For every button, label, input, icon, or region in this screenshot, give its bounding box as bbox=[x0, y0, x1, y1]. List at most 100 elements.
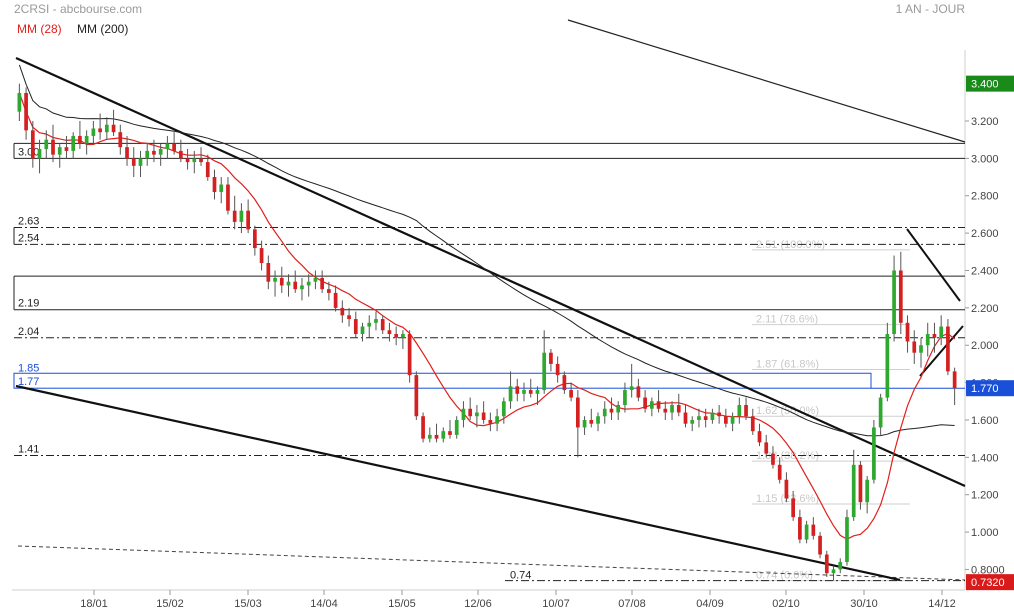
price-badge-label: 1.770 bbox=[971, 383, 999, 395]
candle-body bbox=[246, 210, 250, 230]
candle-body bbox=[535, 390, 540, 394]
candle bbox=[37, 139, 42, 174]
flag-lower-line bbox=[919, 325, 964, 377]
candle-body bbox=[178, 150, 183, 159]
candle-body bbox=[125, 147, 129, 159]
candle-body bbox=[744, 405, 748, 417]
candle bbox=[172, 132, 176, 155]
candle bbox=[670, 401, 674, 420]
y-tick-label: 2.200 bbox=[971, 303, 999, 315]
y-tick-label: 2.400 bbox=[971, 265, 999, 277]
level-label: 2.63 bbox=[18, 216, 39, 228]
candle bbox=[555, 356, 560, 383]
candle-body bbox=[549, 352, 553, 364]
candle-body bbox=[185, 158, 190, 163]
candle-body bbox=[219, 184, 224, 193]
candle bbox=[582, 416, 587, 435]
candle-body bbox=[434, 434, 439, 439]
candle bbox=[226, 177, 230, 215]
candle-body bbox=[64, 147, 69, 151]
candle bbox=[239, 203, 244, 234]
price-badge-label: 3.400 bbox=[971, 79, 999, 91]
candle bbox=[320, 270, 325, 293]
main-downtrend-line bbox=[15, 56, 966, 488]
candle-body bbox=[165, 143, 170, 150]
candle bbox=[798, 509, 802, 544]
fib-label: 0.74 (0.0%) bbox=[756, 570, 813, 582]
candle bbox=[78, 121, 82, 150]
candle-body bbox=[717, 412, 721, 417]
blue-zone: 1.85 1.77 bbox=[13, 362, 965, 389]
candle-body bbox=[427, 434, 432, 439]
candle bbox=[771, 446, 775, 469]
candle-body bbox=[158, 149, 163, 155]
candle-body bbox=[98, 128, 102, 133]
candle-body bbox=[649, 401, 654, 409]
candle bbox=[17, 83, 22, 122]
x-tick-label: 04/09 bbox=[696, 598, 724, 610]
candle-body bbox=[468, 408, 473, 417]
candle bbox=[535, 386, 540, 406]
y-tick-label: 1.200 bbox=[971, 490, 999, 502]
candle-body bbox=[912, 341, 917, 353]
candle-body bbox=[730, 416, 735, 424]
candle bbox=[629, 363, 634, 398]
candle-body bbox=[683, 412, 688, 424]
candle-body bbox=[172, 143, 176, 151]
candle bbox=[569, 382, 573, 402]
candle-body bbox=[582, 419, 587, 428]
candle-body bbox=[454, 419, 459, 435]
candle bbox=[649, 397, 654, 417]
candle-body bbox=[401, 334, 405, 338]
candle bbox=[952, 367, 957, 406]
candle bbox=[919, 337, 923, 368]
candle-body bbox=[259, 248, 264, 264]
fib-label: 1.15 (23.6%) bbox=[756, 493, 819, 505]
candle-body bbox=[878, 397, 883, 428]
candle bbox=[394, 326, 399, 346]
candle-body bbox=[461, 408, 466, 420]
candle bbox=[327, 281, 331, 301]
candle bbox=[461, 401, 466, 428]
candle bbox=[643, 390, 647, 413]
candle bbox=[219, 177, 224, 204]
candle-body bbox=[872, 427, 876, 480]
candle-body bbox=[205, 162, 210, 178]
candle bbox=[690, 416, 695, 432]
candle bbox=[118, 124, 123, 155]
candle-body bbox=[501, 401, 506, 417]
x-tick-label: 18/01 bbox=[80, 598, 108, 610]
mm200-line bbox=[18, 64, 955, 437]
candle-body bbox=[932, 334, 937, 338]
candle bbox=[407, 330, 412, 383]
x-tick-label: 12/06 bbox=[464, 598, 492, 610]
candle-body bbox=[374, 319, 378, 323]
x-tick-label: 15/02 bbox=[156, 598, 184, 610]
candle-body bbox=[629, 386, 634, 391]
candle-body bbox=[750, 416, 755, 432]
candle bbox=[421, 412, 425, 443]
y-tick-label: 0.8000 bbox=[971, 564, 1005, 576]
candle bbox=[925, 322, 930, 357]
candle bbox=[380, 315, 385, 335]
candle-body bbox=[253, 229, 257, 249]
candle bbox=[717, 405, 721, 424]
candle-body bbox=[226, 184, 230, 211]
candle-body bbox=[71, 135, 76, 151]
candle-body bbox=[367, 322, 372, 327]
candle bbox=[885, 322, 890, 402]
candle-body bbox=[353, 319, 358, 335]
candle-body bbox=[831, 569, 836, 574]
candle-body bbox=[57, 147, 62, 155]
candle-body bbox=[952, 371, 957, 389]
blue-zone-label-low: 1.77 bbox=[18, 376, 39, 388]
candle bbox=[454, 416, 459, 439]
candle bbox=[609, 397, 614, 420]
candle-body bbox=[676, 405, 681, 413]
candle-body bbox=[946, 326, 950, 372]
candle-body bbox=[286, 281, 291, 286]
candle bbox=[636, 378, 641, 402]
candle bbox=[71, 132, 76, 159]
y-tick-label: 1.400 bbox=[971, 452, 999, 464]
